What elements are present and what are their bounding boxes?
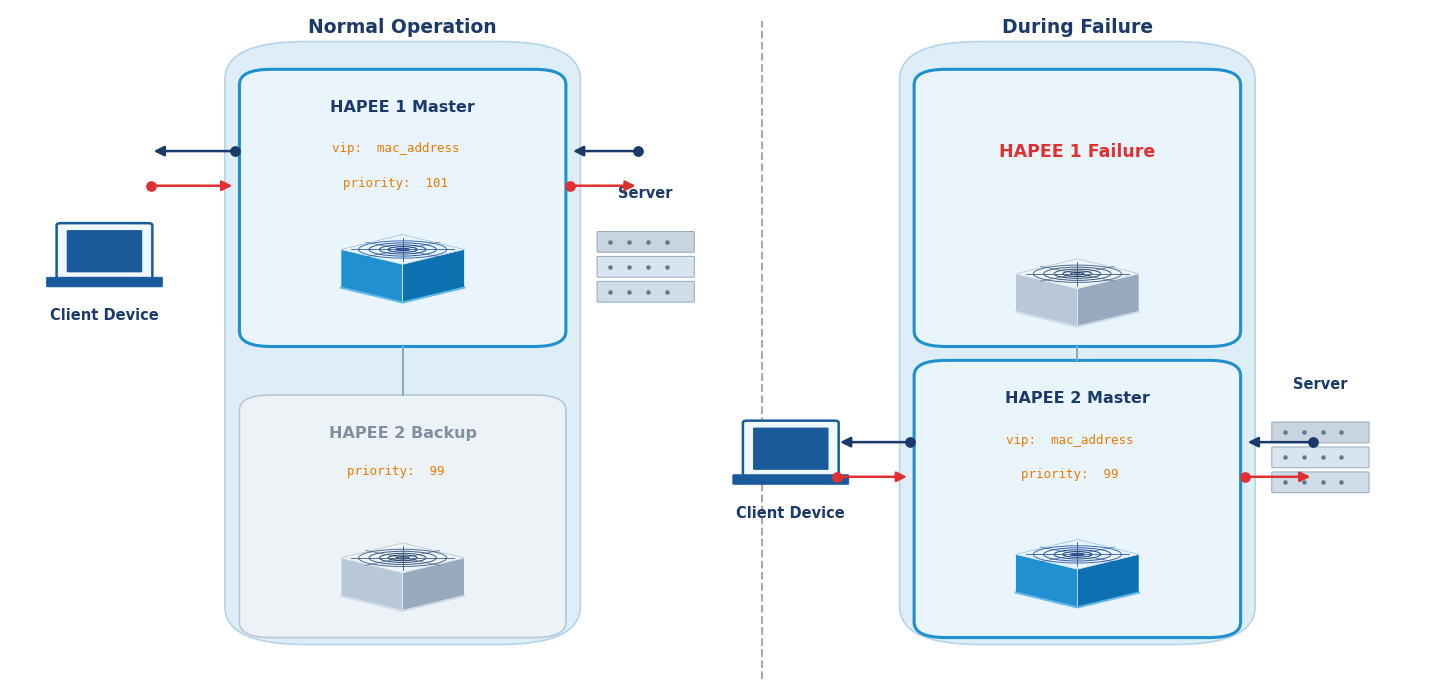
Point [1274, 452, 1297, 463]
Point [654, 236, 678, 247]
Point [139, 180, 163, 191]
Text: HAPEE 2 Backup: HAPEE 2 Backup [329, 426, 476, 441]
FancyBboxPatch shape [1271, 447, 1368, 468]
Text: priority:  99: priority: 99 [347, 465, 444, 477]
FancyBboxPatch shape [1271, 422, 1368, 443]
Text: Server: Server [1293, 376, 1348, 392]
Point [1293, 427, 1316, 438]
Point [1293, 452, 1316, 463]
Point [559, 180, 582, 191]
FancyBboxPatch shape [67, 230, 142, 272]
Point [636, 286, 659, 297]
Point [627, 146, 650, 157]
Text: HAPEE 2 Master: HAPEE 2 Master [1006, 391, 1149, 406]
Point [598, 286, 621, 297]
Polygon shape [341, 249, 403, 302]
Text: During Failure: During Failure [1001, 18, 1154, 37]
Text: priority:  101: priority: 101 [342, 177, 448, 190]
Point [654, 286, 678, 297]
FancyBboxPatch shape [598, 231, 694, 252]
Polygon shape [1016, 539, 1139, 570]
Point [598, 261, 621, 272]
Polygon shape [403, 558, 464, 611]
Text: priority:  99: priority: 99 [1022, 468, 1119, 481]
Text: vip:  mac_address: vip: mac_address [332, 143, 459, 155]
Polygon shape [403, 249, 464, 302]
FancyBboxPatch shape [46, 277, 163, 287]
Point [1312, 427, 1335, 438]
FancyBboxPatch shape [598, 281, 694, 302]
Point [1331, 477, 1354, 488]
Polygon shape [1016, 554, 1077, 607]
Polygon shape [1016, 259, 1139, 288]
Point [1274, 427, 1297, 438]
Text: Server: Server [618, 186, 673, 201]
Polygon shape [341, 558, 403, 611]
FancyBboxPatch shape [57, 223, 152, 279]
Polygon shape [1077, 554, 1139, 607]
Polygon shape [341, 543, 464, 572]
Text: Client Device: Client Device [51, 308, 158, 324]
FancyBboxPatch shape [900, 42, 1255, 644]
Point [654, 261, 678, 272]
FancyBboxPatch shape [743, 421, 839, 477]
Point [618, 236, 641, 247]
Point [618, 261, 641, 272]
Point [1274, 477, 1297, 488]
Text: vip:  mac_address: vip: mac_address [1007, 434, 1133, 446]
Point [1233, 471, 1257, 482]
FancyBboxPatch shape [239, 395, 566, 638]
FancyBboxPatch shape [598, 256, 694, 277]
FancyBboxPatch shape [753, 428, 829, 470]
Point [898, 437, 921, 448]
Point [636, 261, 659, 272]
Point [223, 146, 247, 157]
Polygon shape [341, 234, 464, 264]
Point [826, 471, 849, 482]
Text: Normal Operation: Normal Operation [309, 18, 496, 37]
FancyBboxPatch shape [914, 360, 1241, 638]
Point [1293, 477, 1316, 488]
Point [1312, 477, 1335, 488]
Point [1312, 452, 1335, 463]
FancyBboxPatch shape [239, 69, 566, 346]
FancyBboxPatch shape [225, 42, 580, 644]
Polygon shape [1016, 274, 1077, 327]
Text: HAPEE 1 Failure: HAPEE 1 Failure [1000, 143, 1155, 161]
Point [618, 286, 641, 297]
Text: HAPEE 1 Master: HAPEE 1 Master [331, 100, 474, 115]
Point [598, 236, 621, 247]
Text: Client Device: Client Device [737, 506, 844, 521]
Point [1331, 452, 1354, 463]
Point [636, 236, 659, 247]
Point [1331, 427, 1354, 438]
FancyBboxPatch shape [1271, 472, 1368, 493]
FancyBboxPatch shape [733, 475, 849, 484]
Polygon shape [1077, 274, 1139, 327]
FancyBboxPatch shape [914, 69, 1241, 346]
Point [1302, 437, 1325, 448]
